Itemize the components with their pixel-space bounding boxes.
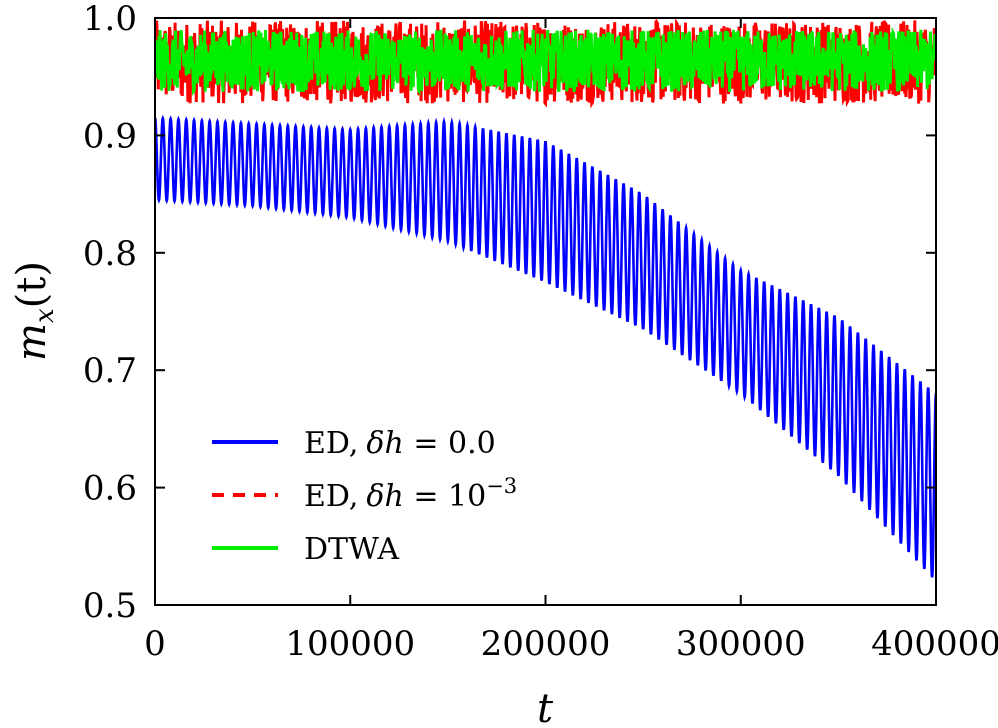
y-tick-label: 0.9 (83, 116, 137, 156)
x-axis-label: t (537, 686, 554, 728)
y-axis-label-sub: x (30, 308, 60, 323)
x-tick-label: 0 (144, 624, 166, 664)
series-layer (155, 18, 936, 578)
y-tick-label: 1.0 (83, 0, 137, 39)
x-tick-label: 400000 (871, 624, 998, 664)
x-tick-label: 100000 (285, 624, 415, 664)
y-axis-label-main: m (9, 323, 55, 361)
y-tick-label: 0.6 (83, 469, 137, 509)
series-dtwa (155, 26, 936, 97)
legend-label: ED, δh = 0.0 (304, 426, 496, 461)
ticks-layer: 0 100000 200000 300000 400000 0.5 0.6 0.7 0.8 0.9… (83, 0, 998, 664)
series-ed-dh-0 (155, 114, 936, 578)
x-tick-label: 300000 (676, 624, 806, 664)
legend: ED, δh = 0.0 ED, δh = 10−3 DTWA (212, 426, 517, 567)
legend-label: ED, δh = 10−3 (304, 474, 517, 514)
legend-label: DTWA (304, 532, 399, 567)
x-tick-label: 200000 (481, 624, 611, 664)
y-tick-label: 0.8 (83, 234, 137, 274)
y-tick-label: 0.5 (83, 586, 137, 626)
y-tick-label: 0.7 (83, 351, 137, 391)
y-axis-label: mx(t) (9, 261, 60, 361)
y-axis-label-tail: (t) (9, 261, 55, 308)
svg-text:mx(t): mx(t) (9, 261, 60, 361)
